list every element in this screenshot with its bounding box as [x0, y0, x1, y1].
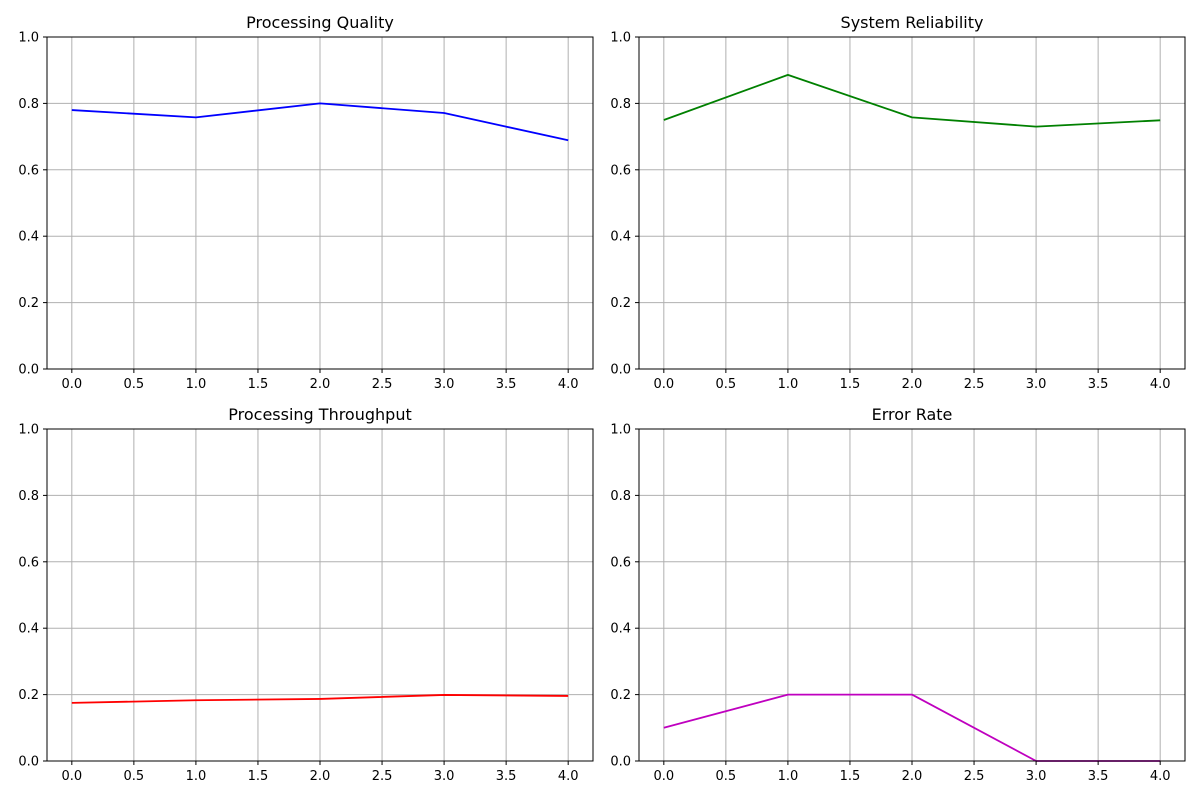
y-tick-label: 0.4 — [18, 230, 39, 245]
x-tick-label: 2.5 — [372, 377, 393, 392]
x-tick-label: 3.5 — [1088, 769, 1109, 784]
y-tick-label: 0.2 — [18, 688, 39, 703]
x-tick-label: 0.0 — [653, 377, 674, 392]
chart-title: Processing Throughput — [228, 405, 411, 424]
x-tick-label: 3.0 — [434, 769, 455, 784]
y-tick-label: 0.8 — [610, 489, 631, 504]
x-tick-label: 1.5 — [840, 769, 861, 784]
x-tick-label: 2.5 — [372, 769, 393, 784]
x-tick-label: 3.0 — [434, 377, 455, 392]
x-tick-label: 1.0 — [186, 769, 207, 784]
x-tick-label: 3.5 — [496, 769, 517, 784]
x-tick-label: 1.5 — [248, 769, 269, 784]
x-tick-label: 2.0 — [310, 377, 331, 392]
x-tick-label: 0.0 — [61, 377, 82, 392]
x-tick-label: 4.0 — [558, 377, 579, 392]
series-line — [663, 73, 1161, 128]
x-tick-label: 1.0 — [778, 769, 799, 784]
chart-title: Processing Quality — [246, 13, 394, 32]
subplot-processing-quality: Processing Quality 0.0 0.5 1.0 1.5 2.0 2.5 3.0… — [18, 13, 594, 392]
y-tick-label: 0.0 — [18, 363, 39, 378]
x-tick-label: 3.0 — [1026, 769, 1047, 784]
x-tick-label: 2.5 — [964, 769, 985, 784]
x-tick-label: 4.0 — [1150, 769, 1171, 784]
y-tick-label: 0.8 — [18, 97, 39, 112]
x-tick-label: 0.5 — [716, 769, 737, 784]
x-tick-label: 2.0 — [902, 377, 923, 392]
x-tick-label: 1.0 — [778, 377, 799, 392]
x-tick-label: 1.5 — [248, 377, 269, 392]
y-tick-label: 0.8 — [610, 97, 631, 112]
y-tick-label: 1.0 — [18, 31, 39, 46]
y-tick-label: 0.2 — [610, 296, 631, 311]
y-tick-label: 1.0 — [18, 423, 39, 438]
subplot-system-reliability: System Reliability 0.0 0.5 1.0 1.5 2.0 2.5 3.0… — [610, 13, 1186, 392]
y-tick-label: 0.2 — [18, 296, 39, 311]
y-tick-label: 0.8 — [18, 489, 39, 504]
x-tick-label: 1.0 — [186, 377, 207, 392]
y-tick-label: 1.0 — [610, 31, 631, 46]
y-tick-label: 0.6 — [18, 555, 39, 570]
y-tick-label: 0.0 — [18, 755, 39, 770]
series-line — [71, 694, 569, 704]
x-tick-label: 4.0 — [558, 769, 579, 784]
x-tick-label: 3.5 — [496, 377, 517, 392]
x-tick-label: 0.5 — [124, 377, 145, 392]
subplot-error-rate: Error Rate 0.0 0.5 1.0 1.5 2.0 2.5 3.0 3.5 4.0 0.… — [610, 405, 1186, 784]
y-tick-label: 0.6 — [610, 163, 631, 178]
chart-title: System Reliability — [841, 13, 984, 32]
y-tick-label: 0.6 — [18, 163, 39, 178]
x-tick-label: 3.5 — [1088, 377, 1109, 392]
subplot-processing-throughput: Processing Throughput 0.0 0.5 1.0 1.5 2.0 2.5… — [18, 405, 594, 784]
x-tick-label: 2.0 — [902, 769, 923, 784]
x-tick-label: 2.0 — [310, 769, 331, 784]
y-tick-label: 0.4 — [610, 622, 631, 637]
x-tick-label: 4.0 — [1150, 377, 1171, 392]
y-tick-label: 1.0 — [610, 423, 631, 438]
y-tick-label: 0.0 — [610, 755, 631, 770]
y-tick-label: 0.2 — [610, 688, 631, 703]
x-tick-label: 2.5 — [964, 377, 985, 392]
series-line — [71, 102, 569, 142]
x-tick-label: 0.0 — [653, 769, 674, 784]
y-tick-label: 0.0 — [610, 363, 631, 378]
y-tick-label: 0.4 — [18, 622, 39, 637]
y-tick-label: 0.6 — [610, 555, 631, 570]
x-tick-label: 1.5 — [840, 377, 861, 392]
y-tick-label: 0.4 — [610, 230, 631, 245]
x-tick-label: 3.0 — [1026, 377, 1047, 392]
x-tick-label: 0.5 — [124, 769, 145, 784]
x-tick-label: 0.0 — [61, 769, 82, 784]
chart-title: Error Rate — [872, 405, 953, 424]
x-tick-label: 0.5 — [716, 377, 737, 392]
